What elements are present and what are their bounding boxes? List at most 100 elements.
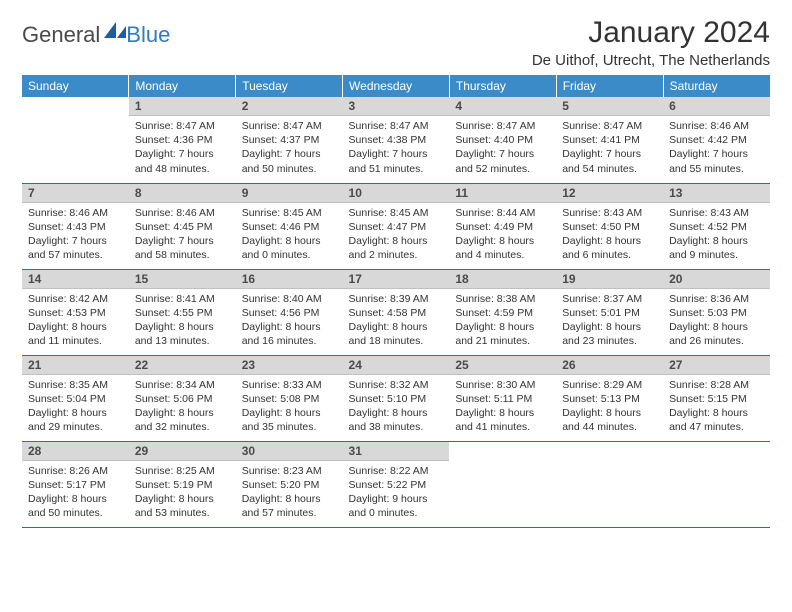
calendar-day-cell: 28Sunrise: 8:26 AMSunset: 5:17 PMDayligh… — [22, 441, 129, 527]
weekday-header: Friday — [556, 75, 663, 97]
day-number: 6 — [663, 97, 770, 116]
day-details: Sunrise: 8:43 AMSunset: 4:50 PMDaylight:… — [556, 203, 663, 267]
day-number: 31 — [343, 442, 450, 461]
day-details: Sunrise: 8:40 AMSunset: 4:56 PMDaylight:… — [236, 289, 343, 353]
calendar-day-cell: 6Sunrise: 8:46 AMSunset: 4:42 PMDaylight… — [663, 97, 770, 183]
day-details: Sunrise: 8:35 AMSunset: 5:04 PMDaylight:… — [22, 375, 129, 439]
calendar-day-cell: 2Sunrise: 8:47 AMSunset: 4:37 PMDaylight… — [236, 97, 343, 183]
day-details: Sunrise: 8:43 AMSunset: 4:52 PMDaylight:… — [663, 203, 770, 267]
weekday-header: Monday — [129, 75, 236, 97]
calendar-day-cell: 3Sunrise: 8:47 AMSunset: 4:38 PMDaylight… — [343, 97, 450, 183]
weekday-header: Wednesday — [343, 75, 450, 97]
day-number: 17 — [343, 270, 450, 289]
day-number: 3 — [343, 97, 450, 116]
day-number: 8 — [129, 184, 236, 203]
calendar-day-cell: 22Sunrise: 8:34 AMSunset: 5:06 PMDayligh… — [129, 355, 236, 441]
calendar-week-row: 14Sunrise: 8:42 AMSunset: 4:53 PMDayligh… — [22, 269, 770, 355]
day-details: Sunrise: 8:34 AMSunset: 5:06 PMDaylight:… — [129, 375, 236, 439]
day-number: 10 — [343, 184, 450, 203]
brand-logo: General Blue — [22, 16, 170, 48]
day-details: Sunrise: 8:30 AMSunset: 5:11 PMDaylight:… — [449, 375, 556, 439]
calendar-day-cell: 7Sunrise: 8:46 AMSunset: 4:43 PMDaylight… — [22, 183, 129, 269]
calendar-day-cell: 1Sunrise: 8:47 AMSunset: 4:36 PMDaylight… — [129, 97, 236, 183]
calendar-day-cell: 30Sunrise: 8:23 AMSunset: 5:20 PMDayligh… — [236, 441, 343, 527]
day-number: 2 — [236, 97, 343, 116]
weekday-header: Saturday — [663, 75, 770, 97]
day-number: 15 — [129, 270, 236, 289]
day-number: 26 — [556, 356, 663, 375]
calendar-day-cell: 16Sunrise: 8:40 AMSunset: 4:56 PMDayligh… — [236, 269, 343, 355]
day-details: Sunrise: 8:39 AMSunset: 4:58 PMDaylight:… — [343, 289, 450, 353]
calendar-week-row: 7Sunrise: 8:46 AMSunset: 4:43 PMDaylight… — [22, 183, 770, 269]
day-number: 21 — [22, 356, 129, 375]
day-details: Sunrise: 8:29 AMSunset: 5:13 PMDaylight:… — [556, 375, 663, 439]
calendar-day-cell: 8Sunrise: 8:46 AMSunset: 4:45 PMDaylight… — [129, 183, 236, 269]
day-number: 11 — [449, 184, 556, 203]
day-details: Sunrise: 8:37 AMSunset: 5:01 PMDaylight:… — [556, 289, 663, 353]
calendar-day-cell: . — [22, 97, 129, 183]
day-details: Sunrise: 8:42 AMSunset: 4:53 PMDaylight:… — [22, 289, 129, 353]
calendar-day-cell: 20Sunrise: 8:36 AMSunset: 5:03 PMDayligh… — [663, 269, 770, 355]
day-details: Sunrise: 8:26 AMSunset: 5:17 PMDaylight:… — [22, 461, 129, 525]
calendar-day-cell: 9Sunrise: 8:45 AMSunset: 4:46 PMDaylight… — [236, 183, 343, 269]
calendar-day-cell: 23Sunrise: 8:33 AMSunset: 5:08 PMDayligh… — [236, 355, 343, 441]
calendar-day-cell: 14Sunrise: 8:42 AMSunset: 4:53 PMDayligh… — [22, 269, 129, 355]
day-number: 30 — [236, 442, 343, 461]
day-number: 18 — [449, 270, 556, 289]
calendar-day-cell: 12Sunrise: 8:43 AMSunset: 4:50 PMDayligh… — [556, 183, 663, 269]
day-details: Sunrise: 8:33 AMSunset: 5:08 PMDaylight:… — [236, 375, 343, 439]
page-subtitle: De Uithof, Utrecht, The Netherlands — [532, 52, 770, 69]
day-number: 14 — [22, 270, 129, 289]
title-block: January 2024 De Uithof, Utrecht, The Net… — [532, 16, 770, 69]
calendar-day-cell: 10Sunrise: 8:45 AMSunset: 4:47 PMDayligh… — [343, 183, 450, 269]
calendar-header-row: SundayMondayTuesdayWednesdayThursdayFrid… — [22, 75, 770, 97]
day-number: 28 — [22, 442, 129, 461]
day-number: 1 — [129, 97, 236, 116]
day-details: Sunrise: 8:46 AMSunset: 4:45 PMDaylight:… — [129, 203, 236, 267]
day-details: Sunrise: 8:47 AMSunset: 4:36 PMDaylight:… — [129, 116, 236, 180]
calendar-day-cell: . — [556, 441, 663, 527]
weekday-header: Tuesday — [236, 75, 343, 97]
day-details: Sunrise: 8:47 AMSunset: 4:40 PMDaylight:… — [449, 116, 556, 180]
weekday-header: Sunday — [22, 75, 129, 97]
day-number: 4 — [449, 97, 556, 116]
day-number: 7 — [22, 184, 129, 203]
day-details: Sunrise: 8:45 AMSunset: 4:47 PMDaylight:… — [343, 203, 450, 267]
day-number: 29 — [129, 442, 236, 461]
calendar-day-cell: 29Sunrise: 8:25 AMSunset: 5:19 PMDayligh… — [129, 441, 236, 527]
calendar-day-cell: 5Sunrise: 8:47 AMSunset: 4:41 PMDaylight… — [556, 97, 663, 183]
day-details: Sunrise: 8:41 AMSunset: 4:55 PMDaylight:… — [129, 289, 236, 353]
calendar-day-cell: 13Sunrise: 8:43 AMSunset: 4:52 PMDayligh… — [663, 183, 770, 269]
calendar-day-cell: 24Sunrise: 8:32 AMSunset: 5:10 PMDayligh… — [343, 355, 450, 441]
day-details: Sunrise: 8:47 AMSunset: 4:37 PMDaylight:… — [236, 116, 343, 180]
day-details: Sunrise: 8:47 AMSunset: 4:41 PMDaylight:… — [556, 116, 663, 180]
day-number: 9 — [236, 184, 343, 203]
day-details: Sunrise: 8:36 AMSunset: 5:03 PMDaylight:… — [663, 289, 770, 353]
day-number: 25 — [449, 356, 556, 375]
page-header: General Blue January 2024 De Uithof, Utr… — [22, 16, 770, 69]
calendar-day-cell: . — [449, 441, 556, 527]
day-number: 22 — [129, 356, 236, 375]
day-details: Sunrise: 8:38 AMSunset: 4:59 PMDaylight:… — [449, 289, 556, 353]
day-details: Sunrise: 8:22 AMSunset: 5:22 PMDaylight:… — [343, 461, 450, 525]
calendar-day-cell: 25Sunrise: 8:30 AMSunset: 5:11 PMDayligh… — [449, 355, 556, 441]
day-number: 20 — [663, 270, 770, 289]
weekday-header: Thursday — [449, 75, 556, 97]
day-details: Sunrise: 8:28 AMSunset: 5:15 PMDaylight:… — [663, 375, 770, 439]
calendar-day-cell: 11Sunrise: 8:44 AMSunset: 4:49 PMDayligh… — [449, 183, 556, 269]
calendar-day-cell: 27Sunrise: 8:28 AMSunset: 5:15 PMDayligh… — [663, 355, 770, 441]
calendar-day-cell: 17Sunrise: 8:39 AMSunset: 4:58 PMDayligh… — [343, 269, 450, 355]
calendar-week-row: .1Sunrise: 8:47 AMSunset: 4:36 PMDayligh… — [22, 97, 770, 183]
day-details: Sunrise: 8:47 AMSunset: 4:38 PMDaylight:… — [343, 116, 450, 180]
calendar-body: .1Sunrise: 8:47 AMSunset: 4:36 PMDayligh… — [22, 97, 770, 527]
calendar-day-cell: 4Sunrise: 8:47 AMSunset: 4:40 PMDaylight… — [449, 97, 556, 183]
brand-text-general: General — [22, 22, 100, 48]
calendar-day-cell: 15Sunrise: 8:41 AMSunset: 4:55 PMDayligh… — [129, 269, 236, 355]
day-number: 27 — [663, 356, 770, 375]
sail-icon — [104, 22, 126, 40]
day-number: 23 — [236, 356, 343, 375]
calendar-day-cell: 19Sunrise: 8:37 AMSunset: 5:01 PMDayligh… — [556, 269, 663, 355]
calendar-day-cell: 21Sunrise: 8:35 AMSunset: 5:04 PMDayligh… — [22, 355, 129, 441]
day-details: Sunrise: 8:44 AMSunset: 4:49 PMDaylight:… — [449, 203, 556, 267]
day-number: 19 — [556, 270, 663, 289]
